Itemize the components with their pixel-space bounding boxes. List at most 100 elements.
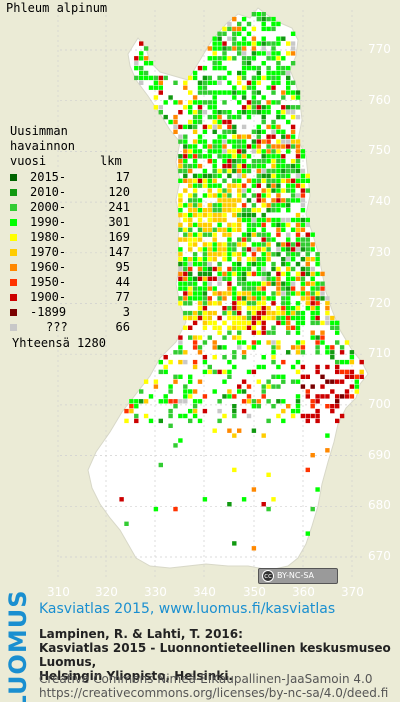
observation-square (290, 41, 296, 46)
observation-square (310, 310, 315, 316)
legend-total: Yhteensä 1280 (12, 336, 106, 350)
observation-square (290, 247, 296, 252)
observation-square (241, 144, 247, 149)
observation-square (192, 149, 198, 154)
observation-square (168, 423, 173, 428)
observation-square (281, 36, 286, 41)
observation-square (281, 222, 286, 228)
observation-square (315, 286, 320, 291)
legend-label: 2000- (30, 200, 67, 214)
observation-square (286, 301, 291, 306)
observation-square (271, 315, 276, 321)
observation-square (335, 399, 340, 404)
observation-square (251, 247, 257, 252)
legend-swatch (10, 324, 17, 331)
observation-square (139, 389, 144, 394)
observation-square (310, 453, 315, 458)
observation-square (246, 208, 252, 213)
observation-square (202, 90, 208, 95)
observation-square (246, 232, 252, 237)
observation-square (148, 61, 154, 66)
observation-square (207, 310, 212, 316)
observation-square (227, 110, 232, 115)
observation-square (241, 325, 247, 330)
observation-square (217, 296, 222, 301)
observation-square (232, 266, 237, 272)
observation-square (251, 12, 257, 17)
observation-square (217, 139, 222, 144)
observation-square (276, 399, 281, 404)
observation-square (217, 276, 222, 281)
observation-square (217, 369, 222, 375)
observation-square (188, 296, 193, 301)
cc-license-badge[interactable]: cc BY-NC-SA (258, 568, 338, 584)
observation-square (266, 340, 271, 345)
observation-square (202, 325, 208, 330)
observation-square (246, 217, 252, 223)
observation-square (261, 330, 266, 335)
observation-square (246, 85, 252, 90)
observation-square (183, 85, 188, 90)
observation-square (271, 345, 276, 350)
observation-square (310, 281, 315, 286)
observation-square (188, 217, 193, 223)
observation-square (241, 271, 247, 277)
observation-square (188, 242, 193, 247)
observation-square (178, 286, 183, 291)
observation-square (325, 404, 330, 409)
observation-square (227, 124, 232, 130)
observation-square (188, 183, 193, 188)
observation-square (281, 198, 286, 203)
observation-square (183, 124, 188, 130)
legend-label: 1970- (30, 245, 67, 259)
observation-square (202, 252, 208, 257)
observation-square (232, 350, 237, 355)
observation-square (217, 217, 222, 223)
observation-square (241, 217, 247, 223)
observation-square (207, 369, 212, 375)
observation-square (246, 301, 252, 306)
observation-square (222, 110, 227, 115)
license-url-link[interactable]: https://creativecommons.org/licenses/by-… (39, 686, 389, 700)
website-link[interactable]: Kasviatlas 2015, www.luomus.fi/kasviatla… (39, 601, 336, 617)
observation-square (163, 75, 168, 81)
observation-square (158, 75, 163, 81)
y-tick-label: 730 (368, 244, 391, 259)
observation-square (281, 163, 286, 169)
observation-square (183, 144, 188, 149)
observation-square (143, 413, 149, 419)
observation-square (227, 222, 232, 228)
observation-square (295, 90, 301, 95)
observation-square (349, 355, 355, 360)
observation-square (207, 281, 212, 286)
observation-square (139, 399, 144, 404)
observation-square (237, 149, 242, 154)
observation-square (178, 124, 183, 130)
observation-square (251, 212, 257, 218)
observation-square (227, 56, 232, 61)
observation-square (212, 193, 217, 198)
observation-square (232, 364, 237, 370)
observation-square (281, 110, 286, 115)
observation-square (246, 369, 252, 375)
observation-square (212, 389, 217, 394)
observation-square (281, 188, 286, 193)
observation-square (246, 163, 252, 169)
observation-square (246, 384, 252, 389)
observation-square (251, 325, 257, 330)
observation-square (207, 173, 212, 179)
observation-square (315, 394, 320, 399)
observation-square (335, 364, 340, 370)
observation-square (237, 154, 242, 159)
observation-square (261, 320, 266, 326)
observation-square (261, 394, 266, 399)
observation-square (202, 408, 208, 414)
observation-square (192, 364, 198, 370)
observation-square (134, 75, 139, 81)
observation-square (119, 497, 124, 502)
observation-square (129, 399, 134, 404)
observation-square (261, 203, 266, 208)
observation-square (241, 193, 247, 198)
observation-square (246, 271, 252, 277)
observation-square (290, 134, 296, 139)
